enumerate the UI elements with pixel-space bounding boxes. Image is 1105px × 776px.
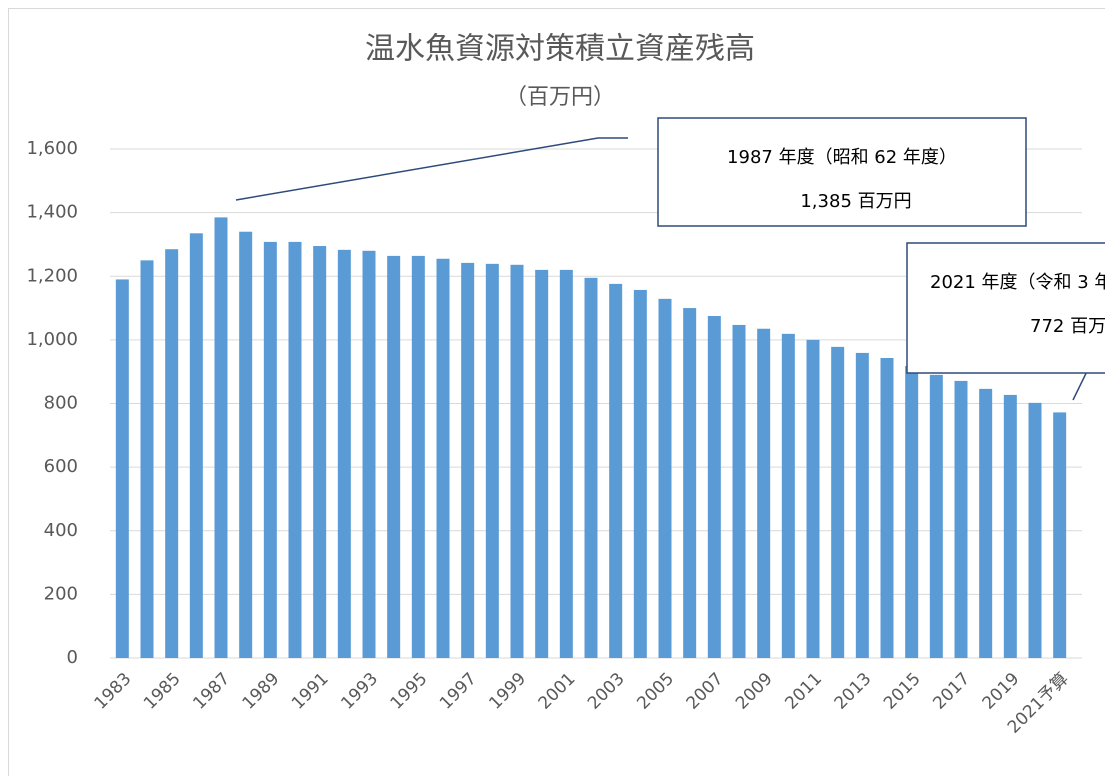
y-tick-label: 600 bbox=[44, 456, 78, 477]
y-tick-label: 1,400 bbox=[26, 202, 78, 223]
bar bbox=[436, 258, 450, 658]
callout-text: 772 百万円 bbox=[1030, 316, 1105, 337]
bar bbox=[757, 328, 771, 658]
bar bbox=[535, 269, 549, 658]
bar bbox=[337, 249, 351, 658]
bar bbox=[831, 346, 845, 658]
y-tick-label: 800 bbox=[44, 393, 78, 414]
bar bbox=[905, 365, 919, 658]
bar bbox=[855, 352, 869, 658]
bar bbox=[387, 255, 401, 658]
bar bbox=[658, 298, 672, 658]
callout-box bbox=[657, 117, 1027, 227]
bar bbox=[510, 264, 524, 658]
bar bbox=[313, 246, 327, 658]
bar bbox=[140, 260, 154, 658]
bar bbox=[189, 233, 203, 658]
y-tick-label: 200 bbox=[44, 583, 78, 604]
callout-box bbox=[906, 242, 1105, 374]
bar bbox=[1028, 402, 1042, 658]
bar bbox=[979, 388, 993, 658]
callout-text: 2021 年度（令和 3 年度） bbox=[930, 272, 1105, 293]
bar bbox=[683, 308, 697, 658]
callout-text: 1,385 百万円 bbox=[800, 191, 911, 212]
bar bbox=[954, 380, 968, 658]
callout-leader bbox=[235, 137, 628, 201]
bar bbox=[707, 316, 721, 658]
bar bbox=[115, 279, 129, 658]
bar bbox=[1053, 412, 1067, 658]
bar bbox=[609, 283, 623, 658]
bar bbox=[880, 358, 894, 658]
bar bbox=[1003, 394, 1017, 658]
bar bbox=[633, 289, 647, 658]
bar bbox=[165, 249, 179, 658]
bar bbox=[732, 324, 746, 658]
bar bbox=[584, 277, 598, 658]
y-tick-label: 1,200 bbox=[26, 265, 78, 286]
bar bbox=[411, 255, 425, 658]
bar bbox=[461, 262, 475, 658]
y-tick-label: 0 bbox=[67, 647, 78, 668]
bar bbox=[781, 333, 795, 658]
bar bbox=[239, 231, 253, 658]
y-tick-label: 1,600 bbox=[26, 138, 78, 159]
bar bbox=[929, 374, 943, 658]
bar bbox=[806, 339, 820, 658]
bar bbox=[485, 263, 499, 658]
bar bbox=[263, 241, 277, 658]
bar bbox=[362, 250, 376, 659]
chart-subtitle: （百万円） bbox=[505, 85, 615, 110]
y-tick-label: 400 bbox=[44, 520, 78, 541]
bar bbox=[559, 269, 573, 658]
bar bbox=[288, 241, 302, 658]
bar bbox=[214, 217, 228, 658]
chart-title: 温水魚資源対策積立資産残高 bbox=[365, 32, 755, 67]
callout-text: 1987 年度（昭和 62 年度） bbox=[727, 147, 957, 168]
y-tick-label: 1,000 bbox=[26, 329, 78, 350]
